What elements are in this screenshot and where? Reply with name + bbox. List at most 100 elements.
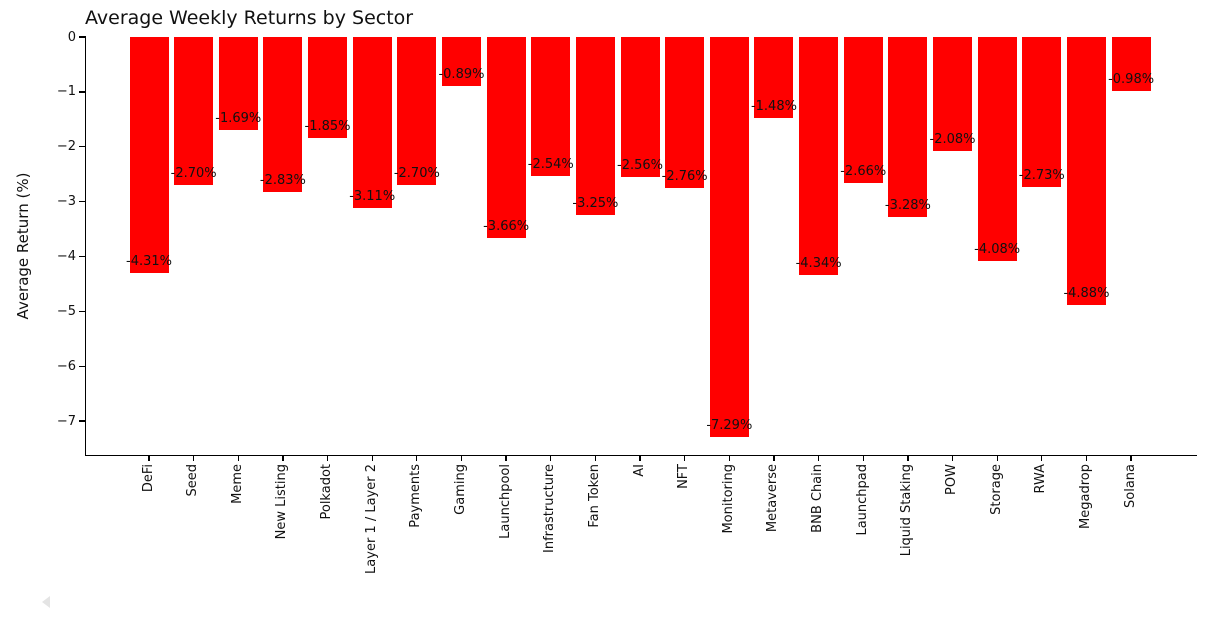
bar [665,37,705,189]
x-tick-label: New Listing [274,464,290,540]
y-tick [79,310,86,312]
x-tick [326,455,329,461]
chart-title: Average Weekly Returns by Sector [85,7,414,29]
bar-value-label: -1.48% [750,99,797,115]
y-tick-label: −7 [56,413,76,429]
x-tick [817,455,820,461]
y-tick [79,255,86,258]
x-tick-label: Layer 1 / Layer 2 [363,464,379,574]
x-tick-label: Storage [988,464,1004,515]
bar-value-label: -3.25% [572,196,619,212]
bar [397,37,437,186]
x-tick [907,455,909,461]
y-tick [79,365,86,367]
bar-value-label: -3.28% [884,197,931,213]
x-tick-label: Seed [185,464,201,497]
bar [1022,37,1062,187]
bar [352,37,392,208]
x-tick-label: Launchpad [854,464,870,536]
x-tick-label: Liquid Staking [899,464,915,557]
x-tick [639,455,641,461]
y-tick [79,146,86,148]
bar [129,37,169,274]
bar [977,37,1017,261]
bar [308,37,348,139]
bar [531,37,571,177]
x-tick-label: Solana [1122,464,1138,508]
bar-value-label: -4.31% [126,254,172,270]
x-tick-label: POW [944,464,960,495]
bar [754,37,794,119]
bar-value-label: -2.76% [661,169,708,185]
x-tick [684,455,686,461]
x-tick [460,455,463,461]
bar-value-label: -7.29% [706,417,753,433]
x-tick [371,455,373,461]
x-tick-label: Monitoring [720,464,736,534]
x-tick [1041,455,1043,461]
y-tick [79,420,86,422]
x-tick [505,455,507,461]
x-tick-label: Payments [408,464,424,528]
bar-value-label: -3.66% [483,218,530,234]
x-tick [773,455,775,461]
x-tick-label: Polkadot [319,464,335,520]
x-tick [282,455,284,461]
x-tick-label: Launchpool [497,464,513,539]
bar-value-label: -4.34% [795,256,842,272]
bar-value-label: -0.98% [1108,71,1155,87]
bar-value-label: -2.70% [170,166,217,182]
y-tick-label: −6 [56,358,76,374]
x-tick [237,455,239,461]
bar-value-label: -2.56% [617,158,664,174]
x-tick-label: DeFi [140,464,156,493]
bar-value-label: -2.54% [527,157,574,173]
y-tick-label: −3 [56,194,76,210]
x-tick-label: AI [631,464,647,477]
bar [799,37,839,276]
cursor-artifact [42,596,50,608]
x-tick-label: Infrastructure [542,464,558,553]
y-tick-label: −2 [56,139,76,155]
y-tick-label: −1 [56,84,76,100]
bar-value-label: -4.88% [1063,285,1110,301]
bar-value-label: -4.08% [974,241,1021,257]
bar [843,37,883,183]
bar-value-label: -2.83% [259,173,306,189]
x-tick-label: BNB Chain [810,464,826,533]
plot-area: -4.31% -2.70% -1.69% -2.83% -1.85% -3.11% -2.7… [79,36,1197,461]
bar [933,37,973,152]
bar [620,37,660,178]
bar [888,37,928,217]
bar-value-label: -2.73% [1018,167,1065,183]
y-tick-label: 0 [67,29,76,45]
x-tick-label: NFT [676,464,692,489]
x-tick [550,455,552,461]
x-tick-label: Metaverse [765,464,781,533]
y-tick-label: −5 [56,303,76,319]
bar-value-label: -2.66% [840,163,887,179]
x-tick-label: Fan Token [586,464,602,528]
y-tick [79,200,86,203]
x-tick [951,455,954,461]
bar [575,37,615,216]
bar [218,37,258,130]
bar [1066,37,1106,305]
x-tick [862,455,864,461]
x-tick-label: Gaming [452,464,468,515]
bar-value-label: -3.11% [349,188,396,204]
bar-value-label: -2.70% [393,166,440,182]
y-tick [79,36,86,38]
x-tick [416,455,418,461]
x-tick [1130,455,1132,461]
bar [486,37,526,238]
x-tick [1085,455,1088,461]
bar-value-label: -0.89% [438,66,485,82]
x-tick-label: RWA [1033,464,1049,494]
x-tick [728,455,730,461]
x-tick [594,455,597,461]
y-tick [79,91,86,93]
x-tick [148,455,150,461]
bar [1111,37,1151,91]
bar-value-label: -2.08% [929,132,976,148]
